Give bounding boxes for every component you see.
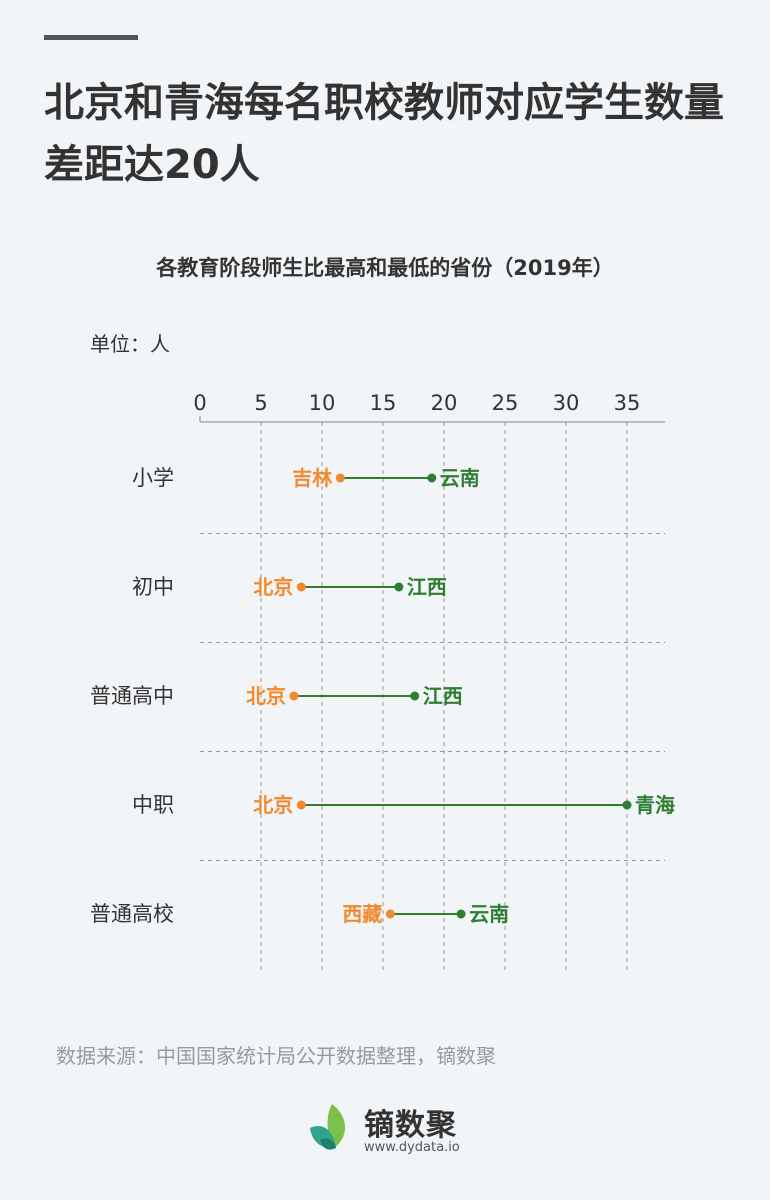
high-province-label: 江西 [407, 575, 447, 599]
x-tick-label: 35 [614, 391, 641, 415]
high-point [410, 691, 420, 701]
page-title: 北京和青海每名职校教师对应学生数量差距达20人 [44, 80, 724, 188]
top-accent-bar [44, 35, 138, 40]
low-province-label: 西藏 [342, 902, 382, 926]
low-point [296, 800, 306, 810]
x-tick-label: 25 [492, 391, 519, 415]
category-label: 普通高校 [90, 902, 174, 926]
high-point [427, 473, 437, 483]
unit-label: 单位：人 [90, 332, 170, 356]
high-province-label: 云南 [440, 466, 480, 490]
low-point [335, 473, 345, 483]
low-province-label: 北京 [246, 684, 286, 708]
x-tick-label: 0 [193, 391, 206, 415]
high-point [394, 582, 404, 592]
low-point [385, 909, 395, 919]
x-tick-label: 20 [431, 391, 458, 415]
leaf-logo-icon [310, 1104, 346, 1150]
high-province-label: 云南 [469, 902, 509, 926]
low-province-label: 北京 [253, 793, 293, 817]
high-province-label: 江西 [423, 684, 463, 708]
logo-name: 镝数聚 [364, 1108, 457, 1143]
x-tick-label: 10 [309, 391, 336, 415]
chart-title: 各教育阶段师生比最高和最低的省份（2019年） [156, 256, 614, 280]
low-point [296, 582, 306, 592]
low-province-label: 吉林 [292, 466, 332, 490]
logo-url: www.dydata.io [364, 1140, 460, 1155]
low-province-label: 北京 [253, 575, 293, 599]
x-tick-label: 15 [370, 391, 397, 415]
high-point [456, 909, 466, 919]
x-tick-label: 5 [254, 391, 267, 415]
high-point [622, 800, 632, 810]
category-label: 小学 [132, 466, 174, 490]
category-label: 中职 [132, 793, 174, 817]
high-province-label: 青海 [635, 793, 675, 817]
category-label: 初中 [132, 575, 174, 599]
low-point [289, 691, 299, 701]
category-label: 普通高中 [90, 684, 174, 708]
brand-logo: 镝数聚 www.dydata.io [308, 1100, 488, 1160]
source-note: 数据来源：中国国家统计局公开数据整理，镝数聚 [56, 1044, 496, 1068]
x-tick-label: 30 [553, 391, 580, 415]
